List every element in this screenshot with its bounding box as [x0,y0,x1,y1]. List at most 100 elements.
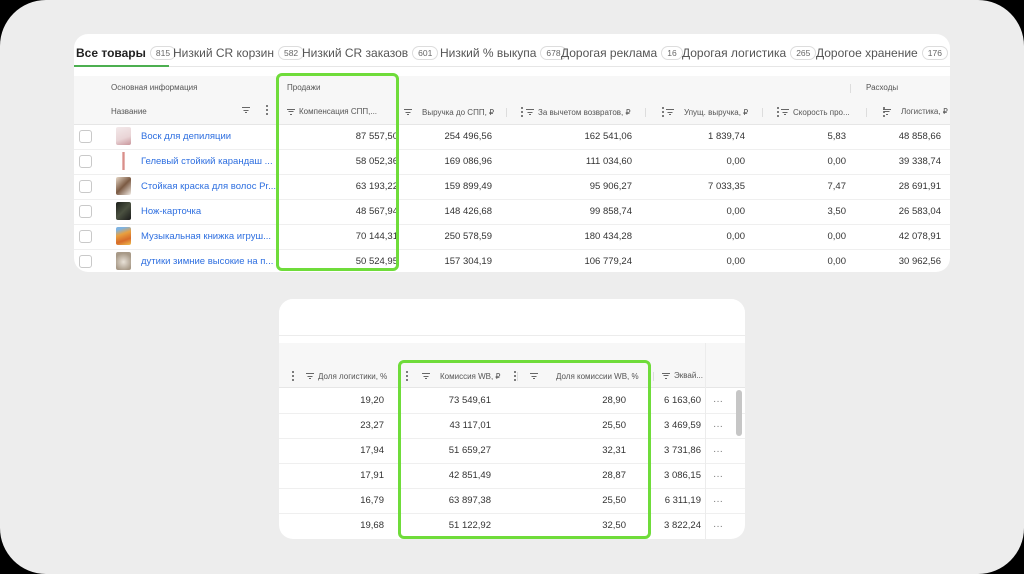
tab-count-badge: 601 [412,46,439,60]
row-checkbox[interactable] [79,230,92,243]
column-menu-icon[interactable] [661,107,664,117]
filter-icon[interactable] [404,109,412,115]
filter-icon[interactable] [662,373,670,379]
cell-logistics-share: 16,79 [360,495,384,506]
filter-icon[interactable] [306,373,314,379]
filter-icon[interactable] [422,373,430,379]
product-name-link[interactable]: Нож-карточка [141,206,202,217]
cell-logistics-share: 19,68 [360,520,384,531]
column-menu-icon[interactable] [406,371,408,381]
tab-expensive-ads[interactable]: Дорогая реклама 16 [561,46,683,60]
table-row[interactable]: 23,27 43 117,01 25,50 3 469,59 ··· [279,413,745,439]
cell-acquiring: 3 469,59 [664,420,701,431]
col-logistics-share[interactable]: Доля логистики, % [292,371,401,381]
tab-low-order-cr[interactable]: Низкий CR заказов 601 [302,46,439,60]
cell-revenue-before-spp: 250 578,59 [444,231,492,242]
row-checkbox[interactable] [79,180,92,193]
row-more-button[interactable]: ··· [713,396,723,407]
column-menu-icon[interactable] [292,371,294,381]
column-separator [516,371,518,381]
col-label: Доля комиссии WB, % [556,371,639,381]
table-row[interactable]: 19,68 51 122,92 32,50 3 822,24 ··· [279,513,745,538]
cell-logistics: 28 691,91 [898,181,941,192]
column-separator [506,107,508,117]
table-row[interactable]: 17,94 51 659,27 32,31 3 731,86 ··· [279,438,745,464]
column-menu-icon[interactable] [777,107,780,117]
row-more-button[interactable]: ··· [713,421,723,432]
filter-icon[interactable] [781,109,789,115]
tab-label: Дорогое хранение [816,46,918,60]
col-label: Название [111,107,147,116]
row-more-button[interactable]: ··· [713,496,723,507]
tab-label: Низкий CR заказов [302,46,409,60]
row-checkbox[interactable] [79,205,92,218]
filter-icon[interactable] [883,109,891,115]
tab-label: Низкий % выкупа [440,46,537,60]
tab-low-buyout[interactable]: Низкий % выкупа 678 [440,46,567,60]
table-row[interactable]: Музыкальная книжка игруш... 70 144,31 25… [74,224,950,250]
col-sales-speed[interactable]: Скорость про... [781,107,885,117]
col-wb-commission-share[interactable]: Доля комиссии WB, % [514,371,654,381]
col-revenue-before-spp[interactable]: Выручка до СПП, ₽ [404,107,524,117]
row-checkbox[interactable] [79,130,92,143]
col-lost-revenue[interactable]: Упущ. выручка, ₽ [666,107,780,117]
product-name-link[interactable]: Стойкая краска для волос Pr... [141,181,276,192]
panel-top-area [279,299,745,336]
cell-lost-revenue: 1 839,74 [708,131,745,142]
column-menu-icon[interactable] [521,107,524,117]
cell-wb-commission: 51 659,27 [448,445,491,456]
product-name-link[interactable]: дутики зимние высокие на п... [141,256,274,267]
col-name[interactable]: Название [111,107,147,116]
col-logistics[interactable]: Логистика, ₽ [883,107,948,116]
filter-icon[interactable] [526,109,534,115]
row-more-button[interactable]: ··· [713,521,723,532]
table-row[interactable]: 19,20 73 549,61 28,90 6 163,60 ··· [279,388,745,414]
table-row[interactable]: Гелевый стойкий карандаш ... 58 052,36 1… [74,149,950,175]
column-menu-icon[interactable] [514,371,516,381]
column-group-header [279,343,745,366]
product-name-link[interactable]: Музыкальная книжка игруш... [141,231,271,242]
column-group-header: Основная информация Продажи Расходы [74,76,950,101]
tab-count-badge: 678 [540,46,567,60]
col-wb-commission[interactable]: Комиссия WB, ₽ [406,371,518,381]
cell-sales-speed: 0,00 [827,156,847,167]
product-name-link[interactable]: Гелевый стойкий карандаш ... [141,156,273,167]
product-thumbnail [116,252,131,270]
filter-icon[interactable] [666,109,674,115]
cell-wb-commission-share: 32,50 [602,520,626,531]
table-row[interactable]: Воск для депиляции 87 557,50 254 496,56 … [74,124,950,150]
col-label: Скорость про... [793,107,850,117]
group-costs: Расходы [866,83,899,92]
column-menu-icon[interactable] [266,105,268,115]
cell-spp-compensation: 87 557,50 [355,131,398,142]
col-net-of-returns[interactable]: За вычетом возвратов, ₽ [526,107,664,117]
col-spp-compensation[interactable]: Компенсация СПП,... [287,107,399,116]
table-row[interactable]: дутики зимние высокие на п... 50 524,95 … [74,249,950,272]
cell-logistics-share: 17,94 [360,445,384,456]
cell-logistics-share: 19,20 [360,395,384,406]
filter-icon[interactable] [530,373,538,379]
row-checkbox[interactable] [79,155,92,168]
col-name-controls [242,105,268,115]
col-acquiring[interactable]: Эквай... [662,371,703,380]
cell-acquiring: 3 822,24 [664,520,701,531]
cell-wb-commission: 73 549,61 [448,395,491,406]
table-row[interactable]: Стойкая краска для волос Pr... 63 193,22… [74,174,950,200]
table-row[interactable]: Нож-карточка 48 567,94 148 426,68 99 858… [74,199,950,225]
filter-tabs: Все товары 815 Низкий CR корзин 582 Низк… [74,34,950,67]
row-more-button[interactable]: ··· [713,471,723,482]
filter-icon[interactable] [287,109,295,115]
tab-all-products[interactable]: Все товары 815 [76,46,177,60]
table-row[interactable]: 16,79 63 897,38 25,50 6 311,19 ··· [279,488,745,514]
cell-spp-compensation: 58 052,36 [355,156,398,167]
cell-sales-speed: 0,00 [827,256,847,267]
tab-low-cart-cr[interactable]: Низкий CR корзин 582 [173,46,305,60]
row-more-button[interactable]: ··· [713,446,723,457]
product-name-link[interactable]: Воск для депиляции [141,131,232,142]
tab-expensive-storage[interactable]: Дорогое хранение 176 [816,46,948,60]
vertical-scrollbar[interactable] [736,390,742,436]
table-row[interactable]: 17,91 42 851,49 28,87 3 086,15 ··· [279,463,745,489]
row-checkbox[interactable] [79,255,92,268]
tab-expensive-logistics[interactable]: Дорогая логистика 265 [682,46,817,60]
filter-icon[interactable] [242,107,250,113]
